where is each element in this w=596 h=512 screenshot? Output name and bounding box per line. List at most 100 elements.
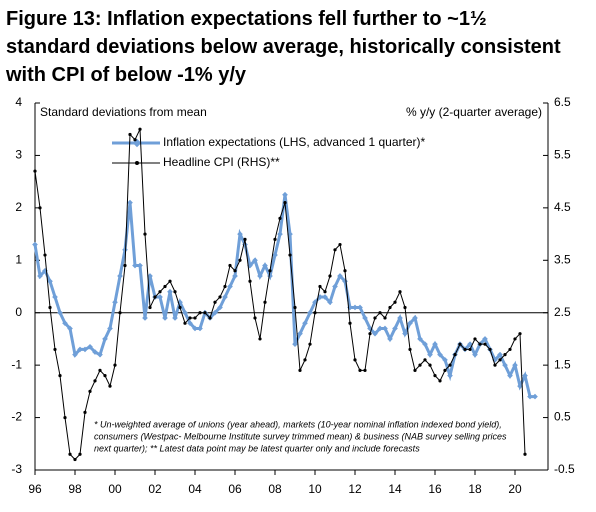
point: [117, 273, 123, 279]
point: [153, 295, 157, 299]
point: [137, 262, 143, 269]
point: [187, 320, 193, 327]
point: [393, 300, 397, 304]
y2-tick-label: 6.5: [554, 95, 571, 109]
point: [527, 393, 533, 400]
point: [348, 321, 352, 325]
point: [227, 283, 233, 290]
point: [223, 284, 227, 289]
point: [513, 337, 517, 341]
point: [102, 336, 108, 342]
point: [483, 342, 487, 346]
point: [253, 316, 257, 320]
point: [133, 138, 137, 142]
x-tick-label: 00: [108, 482, 122, 496]
legend-label: Headline CPI (RHS)**: [163, 155, 280, 169]
y-tick-label: 4: [15, 95, 22, 109]
point: [193, 316, 197, 320]
point: [83, 410, 87, 414]
point: [32, 241, 38, 248]
point: [113, 363, 117, 367]
point: [127, 199, 133, 206]
point: [407, 320, 413, 327]
y2-tick-label: 4.5: [554, 200, 571, 214]
annotation: * Un-weighted average of unions (year ah…: [94, 419, 502, 429]
point: [58, 374, 62, 378]
y-axis-label: Standard deviations from mean: [40, 105, 207, 119]
point: [97, 351, 103, 358]
point: [257, 273, 263, 279]
point: [192, 325, 198, 332]
point: [378, 311, 382, 315]
point: [148, 305, 152, 310]
point: [248, 279, 252, 283]
series-line: [34, 128, 526, 461]
x-tick-label: 12: [348, 482, 362, 496]
point: [377, 325, 383, 332]
point: [198, 311, 202, 315]
y-tick-label: 2: [15, 200, 22, 214]
y-tick-label: -2: [11, 410, 22, 424]
point: [408, 347, 412, 352]
point: [488, 347, 492, 352]
point: [423, 358, 427, 362]
point: [438, 379, 442, 383]
point: [387, 336, 393, 342]
point: [237, 231, 243, 237]
point: [503, 353, 507, 357]
point: [168, 279, 172, 283]
point: [502, 362, 508, 368]
point: [108, 384, 112, 388]
legend-marker: [135, 161, 139, 165]
point: [453, 353, 457, 357]
point: [228, 263, 232, 268]
y-tick-label: 1: [15, 252, 22, 266]
point: [497, 351, 503, 358]
point: [142, 315, 148, 321]
point: [373, 316, 377, 320]
point: [447, 372, 453, 379]
point: [422, 341, 428, 347]
point: [332, 283, 338, 290]
point: [118, 311, 122, 315]
point: [328, 274, 332, 278]
point: [318, 284, 322, 289]
point: [428, 363, 432, 367]
point: [518, 332, 522, 336]
y2-tick-label: 3.5: [554, 252, 571, 266]
point: [298, 368, 302, 372]
point: [73, 457, 77, 462]
point: [38, 206, 42, 210]
point: [238, 258, 242, 262]
point: [232, 273, 238, 279]
point: [327, 299, 333, 306]
point: [323, 290, 327, 294]
point: [437, 351, 443, 358]
point: [443, 368, 447, 372]
point: [172, 315, 178, 321]
point: [252, 257, 258, 264]
point: [517, 383, 523, 389]
point: [33, 169, 37, 173]
point: [208, 316, 212, 320]
point: [282, 191, 288, 198]
point: [88, 389, 92, 393]
point: [482, 336, 488, 342]
point: [163, 284, 167, 289]
point: [48, 305, 52, 310]
point: [413, 368, 417, 372]
point: [352, 304, 358, 311]
point: [203, 311, 207, 315]
y2-tick-label: 5.5: [554, 148, 571, 162]
x-tick-label: 98: [68, 482, 82, 496]
x-tick-label: 14: [388, 482, 402, 496]
point: [522, 372, 528, 379]
y-tick-label: 0: [15, 305, 22, 319]
chart-title: with CPI of below -1% y/y: [5, 64, 247, 86]
y2-tick-label: 0.5: [554, 410, 571, 424]
point: [178, 305, 182, 310]
x-tick-label: 10: [308, 482, 322, 496]
point: [263, 300, 267, 304]
x-tick-label: 18: [468, 482, 482, 496]
x-tick-label: 08: [268, 482, 282, 496]
